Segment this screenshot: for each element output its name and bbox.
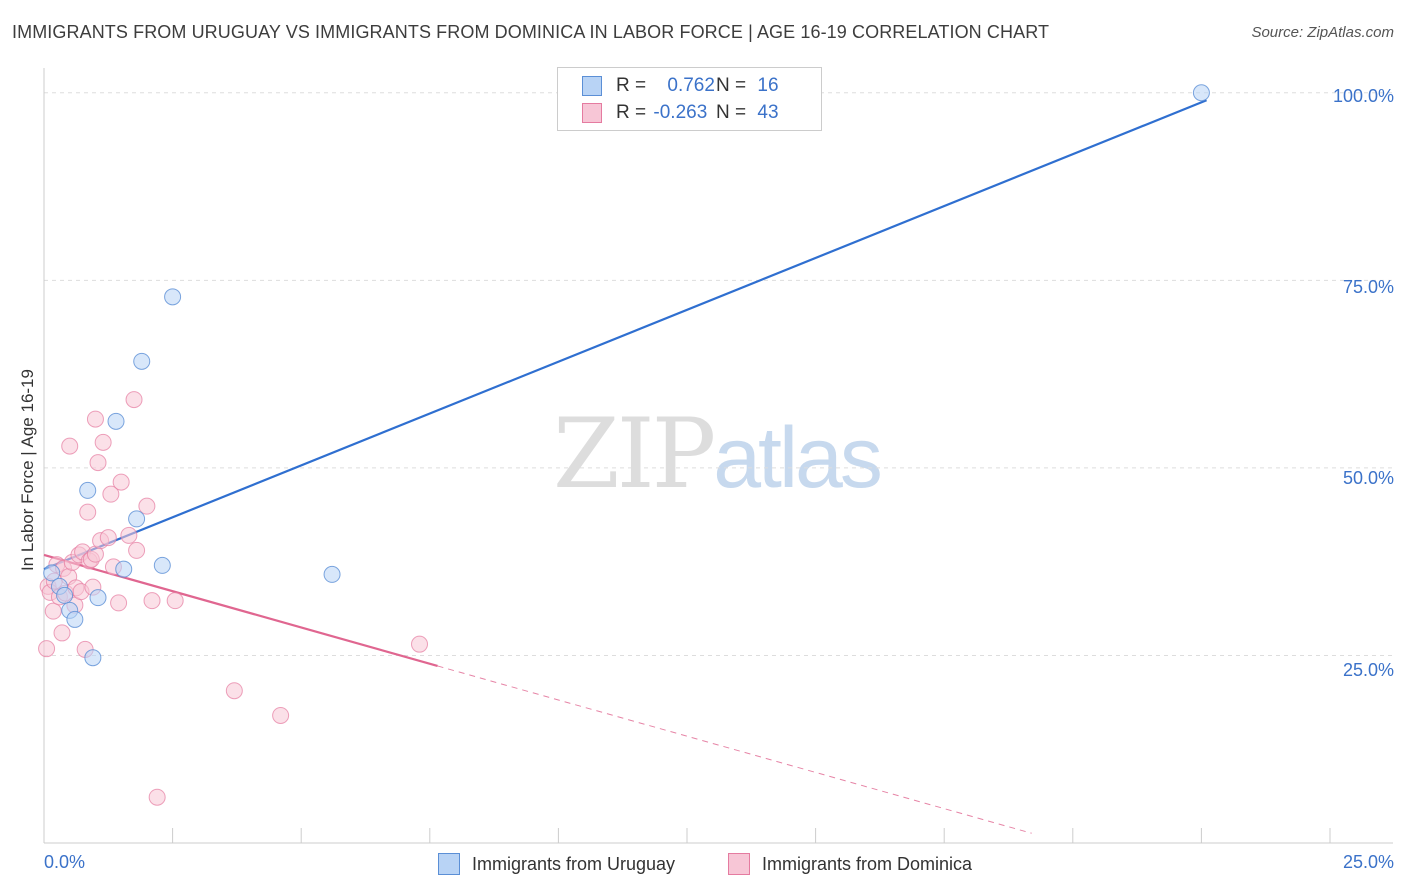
legend-item-dominica: Immigrants from Dominica bbox=[728, 851, 972, 877]
point-uruguay-9 bbox=[115, 560, 133, 578]
r-value-dominica: -0.263 bbox=[653, 102, 708, 123]
source-credit: Source: ZipAtlas.com bbox=[1251, 24, 1394, 41]
point-dominica-34 bbox=[125, 391, 143, 409]
axes bbox=[43, 68, 1393, 844]
r-label: R = bbox=[616, 75, 647, 96]
point-dominica-37 bbox=[143, 592, 161, 610]
point-uruguay-13 bbox=[164, 288, 182, 306]
point-dominica-40 bbox=[225, 682, 243, 700]
legend-row-uruguay: R = 0.762 N = 16 bbox=[582, 74, 779, 98]
legend-label-dominica: Immigrants from Dominica bbox=[762, 853, 973, 874]
point-dominica-11 bbox=[61, 437, 79, 455]
y-tick-label-75: 75.0% bbox=[1342, 277, 1394, 297]
uruguay-legend-swatch bbox=[438, 853, 460, 875]
trend-lines bbox=[43, 99, 1207, 834]
point-dominica-28 bbox=[99, 529, 117, 547]
point-uruguay-14 bbox=[323, 565, 341, 583]
point-uruguay-2 bbox=[56, 586, 74, 604]
point-dominica-0 bbox=[38, 640, 56, 658]
r-value-uruguay: 0.762 bbox=[667, 75, 715, 96]
point-dominica-36 bbox=[138, 497, 156, 515]
dominica-legend-swatch bbox=[728, 853, 750, 875]
point-uruguay-0 bbox=[43, 564, 61, 582]
trend-line-uruguay bbox=[43, 99, 1207, 571]
correlation-legend: R = 0.762 N = 16 R = -0.263 N = 43 bbox=[557, 67, 822, 131]
grid bbox=[44, 92, 1393, 656]
y-axis-label: In Labor Force | Age 16-19 bbox=[18, 369, 37, 571]
point-uruguay-15 bbox=[1192, 84, 1210, 102]
point-uruguay-8 bbox=[107, 412, 125, 430]
point-uruguay-4 bbox=[66, 610, 84, 628]
trend-line-dominica bbox=[43, 553, 438, 668]
point-dominica-19 bbox=[79, 503, 97, 521]
n-value-uruguay: 16 bbox=[757, 75, 779, 96]
point-dominica-31 bbox=[110, 594, 128, 612]
watermark-atlas: atlas bbox=[713, 410, 883, 506]
point-dominica-33 bbox=[120, 526, 138, 544]
y-tick-label-100: 100.0% bbox=[1332, 86, 1394, 106]
point-dominica-7 bbox=[53, 624, 71, 642]
point-dominica-32 bbox=[112, 473, 130, 491]
uruguay-swatch bbox=[582, 76, 602, 96]
r-label: R = bbox=[616, 102, 647, 123]
point-uruguay-6 bbox=[84, 649, 102, 667]
n-value-dominica: 43 bbox=[757, 102, 779, 123]
x-tick-label-max: 25.0% bbox=[1342, 852, 1394, 872]
legend-row-dominica: R = -0.263 N = 43 bbox=[582, 101, 779, 125]
point-uruguay-12 bbox=[153, 556, 171, 574]
point-dominica-25 bbox=[86, 410, 104, 428]
chart-title: IMMIGRANTS FROM URUGUAY VS IMMIGRANTS FR… bbox=[12, 22, 1050, 42]
legend-item-uruguay: Immigrants from Uruguay bbox=[438, 851, 675, 877]
point-dominica-39 bbox=[166, 592, 184, 610]
dominica-swatch bbox=[582, 103, 602, 123]
point-dominica-42 bbox=[411, 635, 429, 653]
n-label: N = bbox=[716, 75, 747, 96]
point-dominica-35 bbox=[128, 541, 146, 559]
point-uruguay-7 bbox=[89, 589, 107, 607]
data-points bbox=[38, 84, 1210, 806]
point-uruguay-5 bbox=[79, 481, 97, 499]
n-label: N = bbox=[716, 102, 747, 123]
legend-label-uruguay: Immigrants from Uruguay bbox=[472, 853, 676, 874]
y-tick-label-50: 50.0% bbox=[1342, 468, 1394, 488]
watermark-zip: ZIP bbox=[553, 398, 716, 510]
point-dominica-41 bbox=[272, 706, 290, 724]
y-tick-label-25: 25.0% bbox=[1342, 660, 1394, 680]
point-dominica-38 bbox=[148, 788, 166, 806]
point-uruguay-11 bbox=[133, 352, 151, 370]
trend-line-dominica-extension bbox=[437, 665, 1032, 834]
point-dominica-27 bbox=[94, 433, 112, 451]
x-tick-label-min: 0.0% bbox=[44, 852, 86, 872]
point-dominica-24 bbox=[89, 454, 107, 472]
point-dominica-29 bbox=[102, 485, 120, 503]
point-dominica-3 bbox=[44, 602, 62, 620]
point-uruguay-10 bbox=[128, 510, 146, 528]
watermark: ZIPatlas bbox=[553, 398, 883, 510]
